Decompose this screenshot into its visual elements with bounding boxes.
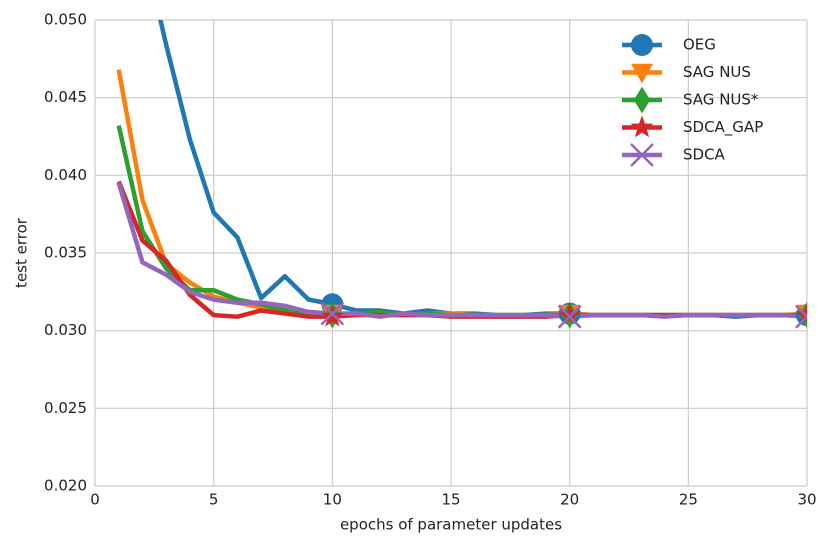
y-tick-label: 0.025 (44, 399, 87, 417)
marker (795, 304, 807, 329)
marker (558, 303, 582, 325)
legend-marker (633, 86, 651, 114)
legend-label: SDCA (683, 146, 726, 164)
legend-label: OEG (683, 36, 716, 54)
y-axis-label: test error (13, 217, 31, 288)
legend-marker (631, 34, 653, 56)
y-tick-label: 0.045 (44, 88, 87, 106)
y-tick-label: 0.020 (44, 477, 87, 495)
x-tick-label: 0 (90, 491, 100, 509)
y-tick-label: 0.035 (44, 244, 87, 262)
x-tick-label: 15 (441, 491, 460, 509)
y-tick-label: 0.040 (44, 166, 87, 184)
plot-area (116, 20, 807, 329)
y-tick-label: 0.050 (44, 11, 87, 29)
y-tick-label: 0.030 (44, 321, 87, 339)
legend-marker (631, 63, 653, 84)
marker (320, 301, 345, 326)
legend-marker (630, 143, 654, 167)
line (116, 182, 807, 319)
x-axis-label: epochs of parameter updates (340, 516, 562, 534)
legend-label: SDCA_GAP (683, 118, 763, 137)
x-tick-label: 10 (323, 491, 342, 509)
x-tick-label: 5 (209, 491, 219, 509)
marker (557, 304, 582, 329)
x-tick-label: 30 (797, 491, 816, 509)
legend-label: SAG NUS (683, 63, 751, 81)
x-tick-label: 25 (679, 491, 698, 509)
marker (320, 304, 344, 327)
legend-label: SAG NUS* (683, 91, 759, 109)
x-tick-label: 20 (560, 491, 579, 509)
legend-marker (630, 115, 654, 138)
